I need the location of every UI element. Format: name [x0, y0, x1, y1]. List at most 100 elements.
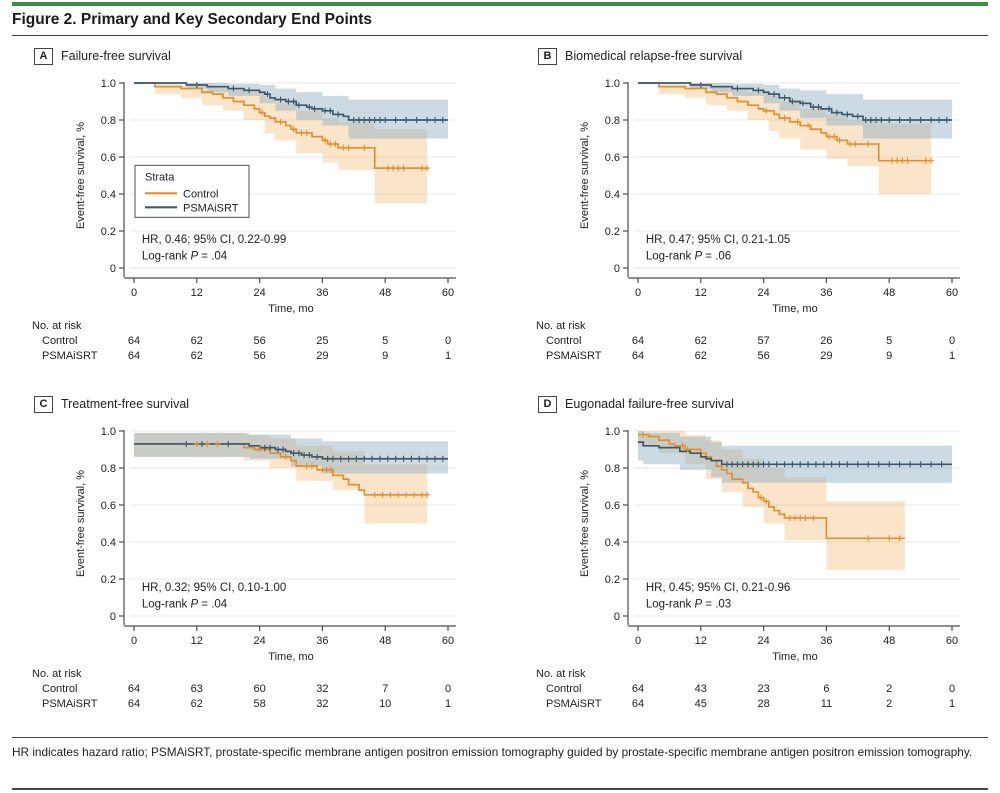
- at-risk-table: No. at risk Control 64 43 23 6 2 0 PSMAiSRT 64 45 2…: [536, 668, 955, 710]
- y-axis-label: Event-free survival, %: [579, 470, 591, 577]
- at-risk-value: 56: [253, 335, 265, 347]
- legend: Strata Control PSMAiSRT: [134, 164, 250, 218]
- at-risk-value: 64: [128, 683, 140, 695]
- at-risk-value: 64: [632, 698, 644, 710]
- at-risk-value: 0: [949, 335, 955, 347]
- at-risk-value: 29: [316, 350, 328, 362]
- svg-text:48: 48: [883, 287, 895, 299]
- panel-a: A Failure-free survival 1.0 0.8 0.6 0.4 0.2 0…: [12, 46, 492, 371]
- at-risk-row-label: Control: [546, 335, 581, 347]
- at-risk-row-label: PSMAiSRT: [42, 350, 98, 362]
- at-risk-value: 62: [191, 335, 203, 347]
- panel-a-letter: A: [34, 47, 53, 65]
- at-risk-header: No. at risk: [536, 668, 586, 680]
- panel-c: C Treatment-free survival 1.0 0.8 0.6 0.4 0.…: [12, 394, 492, 719]
- at-risk-value: 64: [632, 350, 644, 362]
- svg-text:0.2: 0.2: [605, 226, 620, 238]
- at-risk-value: 23: [757, 683, 769, 695]
- svg-text:HR, 0.47; 95% CI, 0.21-1.05: HR, 0.47; 95% CI, 0.21-1.05: [646, 234, 790, 246]
- at-risk-value: 10: [379, 698, 391, 710]
- at-risk-value: 28: [757, 698, 769, 710]
- at-risk-value: 2: [886, 683, 892, 695]
- stats-annotation: HR, 0.45; 95% CI, 0.21-0.96 Log-rank P = …: [646, 582, 790, 611]
- control-ci-band: [134, 432, 428, 524]
- at-risk-value: 32: [316, 698, 328, 710]
- psmaisrt-censor-marks: [193, 81, 446, 123]
- x-axis: 0 12 24 36 48 60 Time, mo: [124, 625, 456, 663]
- at-risk-value: 26: [820, 335, 832, 347]
- panel-c-title: Treatment-free survival: [61, 397, 190, 411]
- at-risk-value: 62: [695, 350, 707, 362]
- svg-text:HR, 0.45; 95% CI, 0.21-0.96: HR, 0.45; 95% CI, 0.21-0.96: [646, 582, 790, 594]
- at-risk-value: 64: [632, 683, 644, 695]
- svg-text:HR, 0.32; 95% CI, 0.10-1.00: HR, 0.32; 95% CI, 0.10-1.00: [142, 582, 286, 594]
- control-censor-marks: [193, 440, 431, 498]
- at-risk-value: 64: [632, 335, 644, 347]
- control-censor-marks: [640, 431, 903, 542]
- at-risk-row-label: Control: [42, 335, 77, 347]
- title-divider: [12, 35, 988, 36]
- panel-d-letter: D: [538, 395, 557, 413]
- svg-text:0.8: 0.8: [101, 115, 116, 127]
- svg-text:0.6: 0.6: [101, 500, 116, 512]
- svg-text:0.2: 0.2: [101, 226, 116, 238]
- at-risk-value: 5: [382, 335, 388, 347]
- svg-text:60: 60: [946, 635, 958, 647]
- svg-text:0: 0: [614, 263, 620, 275]
- control-ci-band: [638, 83, 932, 194]
- at-risk-header: No. at risk: [32, 320, 82, 332]
- svg-text:1.0: 1.0: [605, 426, 620, 438]
- at-risk-value: 43: [695, 683, 707, 695]
- psmaisrt-curve: [134, 443, 448, 460]
- svg-text:36: 36: [820, 635, 832, 647]
- svg-text:0: 0: [635, 287, 641, 299]
- svg-text:60: 60: [442, 287, 454, 299]
- at-risk-row-label: PSMAiSRT: [546, 698, 602, 710]
- at-risk-row-label: Control: [42, 683, 77, 695]
- svg-text:1.0: 1.0: [101, 78, 116, 90]
- svg-text:0: 0: [131, 287, 137, 299]
- at-risk-value: 56: [757, 350, 769, 362]
- at-risk-value: 60: [253, 683, 265, 695]
- svg-text:1.0: 1.0: [605, 78, 620, 90]
- at-risk-value: 62: [191, 698, 203, 710]
- svg-text:0.8: 0.8: [605, 115, 620, 127]
- svg-text:36: 36: [820, 287, 832, 299]
- svg-text:36: 36: [316, 287, 328, 299]
- psmaisrt-ci-band: [638, 431, 952, 483]
- panel-b-title: Biomedical relapse-free survival: [565, 49, 743, 63]
- psmaisrt-curve: [638, 441, 952, 466]
- psmaisrt-censor-marks: [723, 461, 945, 468]
- at-risk-header: No. at risk: [32, 668, 82, 680]
- legend-control-label: Control: [183, 188, 218, 200]
- svg-text:24: 24: [757, 635, 769, 647]
- svg-text:12: 12: [695, 287, 707, 299]
- legend-psmaisrt-label: PSMAiSRT: [183, 202, 239, 214]
- svg-text:0.8: 0.8: [605, 463, 620, 475]
- svg-text:24: 24: [757, 287, 769, 299]
- panel-a-header: A Failure-free survival: [12, 46, 492, 66]
- at-risk-value: 1: [445, 698, 451, 710]
- panel-d-title: Eugonadal failure-free survival: [565, 397, 734, 411]
- at-risk-value: 45: [695, 698, 707, 710]
- at-risk-value: 56: [253, 350, 265, 362]
- svg-text:0: 0: [635, 635, 641, 647]
- x-axis: 0 12 24 36 48 60 Time, mo: [628, 277, 960, 315]
- at-risk-value: 29: [820, 350, 832, 362]
- gridlines: [130, 430, 456, 617]
- panel-b: B Biomedical relapse-free survival 1.0 0.…: [516, 46, 996, 371]
- svg-text:Log-rank P = .04: Log-rank P = .04: [142, 251, 228, 263]
- svg-text:24: 24: [253, 287, 265, 299]
- at-risk-header: No. at risk: [536, 320, 586, 332]
- svg-text:60: 60: [442, 635, 454, 647]
- at-risk-value: 11: [821, 698, 832, 710]
- at-risk-value: 0: [445, 683, 451, 695]
- svg-text:0.4: 0.4: [605, 189, 620, 201]
- at-risk-value: 64: [128, 335, 140, 347]
- svg-text:Log-rank P = .04: Log-rank P = .04: [142, 599, 228, 611]
- psmaisrt-ci-band: [638, 83, 952, 139]
